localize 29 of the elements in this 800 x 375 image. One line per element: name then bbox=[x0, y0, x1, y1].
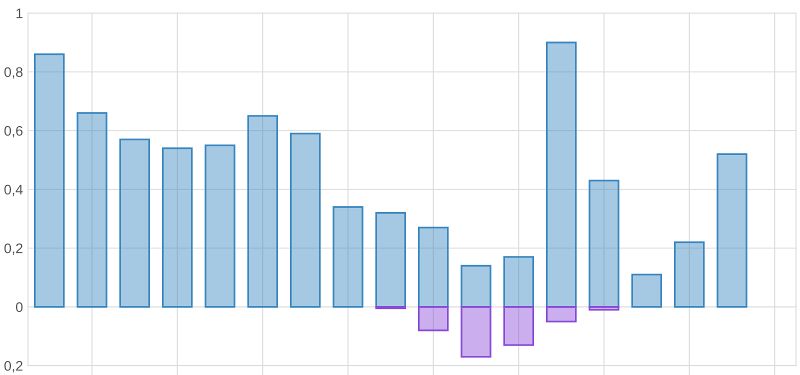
y-tick-label: 0,8 bbox=[4, 67, 23, 79]
bar bbox=[332, 206, 364, 308]
bar bbox=[375, 212, 406, 308]
bar bbox=[290, 132, 321, 308]
bar bbox=[247, 115, 278, 308]
bar bbox=[546, 306, 577, 322]
bar bbox=[460, 306, 492, 358]
y-tick-label: 0,2 bbox=[4, 243, 22, 255]
bar bbox=[588, 306, 620, 311]
bar bbox=[503, 256, 534, 308]
bar bbox=[204, 144, 236, 308]
y-tick-label: 0,6 bbox=[4, 126, 23, 138]
bar bbox=[34, 53, 65, 308]
bar bbox=[503, 306, 534, 346]
bar bbox=[162, 147, 193, 308]
bar bbox=[588, 180, 620, 308]
y-tick-label: 0 bbox=[16, 302, 23, 312]
y-tick-label: 0,4 bbox=[4, 184, 23, 196]
bar bbox=[418, 226, 449, 308]
bar bbox=[460, 264, 492, 308]
bar bbox=[716, 153, 748, 308]
bar bbox=[631, 274, 662, 308]
y-tick-label: 1 bbox=[16, 8, 22, 18]
bar bbox=[546, 42, 577, 308]
y-tick-label: 0,2 bbox=[4, 360, 22, 372]
bar bbox=[76, 112, 108, 308]
bar bbox=[119, 138, 150, 308]
bar bbox=[418, 306, 449, 332]
bar bbox=[674, 241, 705, 308]
